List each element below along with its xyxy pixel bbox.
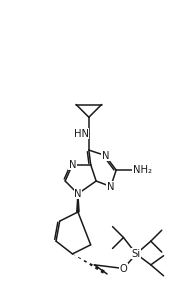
- Text: NH₂: NH₂: [133, 165, 152, 175]
- Text: O: O: [120, 263, 127, 274]
- Text: N: N: [69, 160, 76, 170]
- Text: N: N: [74, 189, 82, 199]
- Text: N: N: [102, 150, 109, 161]
- Text: HN: HN: [74, 129, 89, 139]
- Text: Si: Si: [132, 249, 141, 259]
- Polygon shape: [77, 194, 79, 212]
- Text: N: N: [107, 182, 115, 191]
